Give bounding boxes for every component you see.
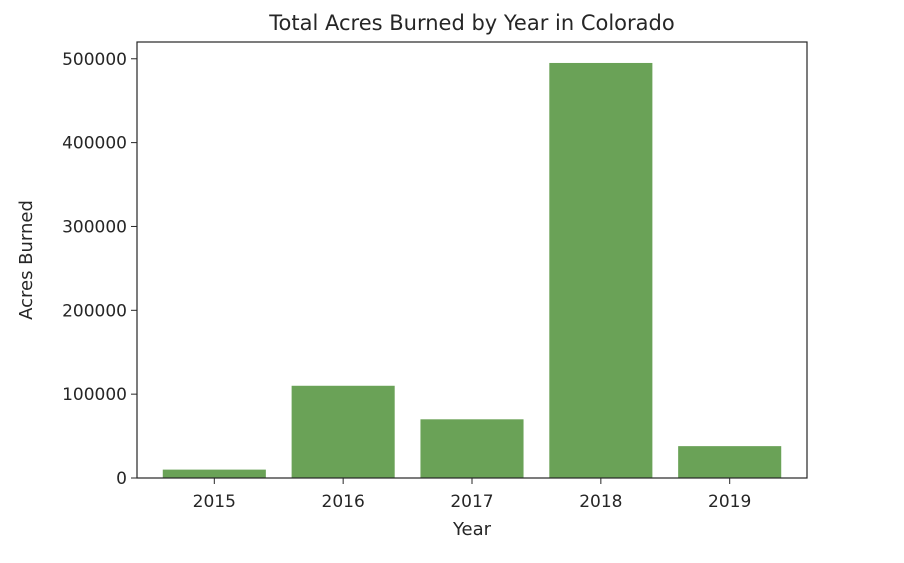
x-axis-label: Year xyxy=(452,519,492,540)
bar-2019 xyxy=(678,446,782,478)
bars-layer xyxy=(162,62,782,478)
x-tick-label-2015: 2015 xyxy=(193,492,236,512)
x-tick-label-2018: 2018 xyxy=(579,492,622,512)
y-tick-label-200000: 200000 xyxy=(62,301,127,321)
y-tick-label-0: 0 xyxy=(116,469,127,489)
bar-2015 xyxy=(162,469,266,478)
x-tick-label-2019: 2019 xyxy=(708,492,751,512)
y-tick-label-300000: 300000 xyxy=(62,217,127,237)
y-tick-label-400000: 400000 xyxy=(62,134,127,154)
y-tick-label-100000: 100000 xyxy=(62,385,127,405)
bar-2018 xyxy=(549,62,653,478)
chart-title: Total Acres Burned by Year in Colorado xyxy=(268,11,674,35)
x-tick-label-2016: 2016 xyxy=(322,492,365,512)
y-axis: 0 100000 200000 300000 400000 500000 xyxy=(62,50,137,489)
plot-area-frame xyxy=(136,41,808,479)
y-axis-label: Acres Burned xyxy=(16,200,37,320)
bar-2016 xyxy=(291,385,395,478)
x-tick-label-2017: 2017 xyxy=(450,492,493,512)
y-tick-label-500000: 500000 xyxy=(62,50,127,70)
x-axis: 2015 2016 2017 2018 2019 xyxy=(193,478,751,512)
bar-2017 xyxy=(420,419,524,478)
